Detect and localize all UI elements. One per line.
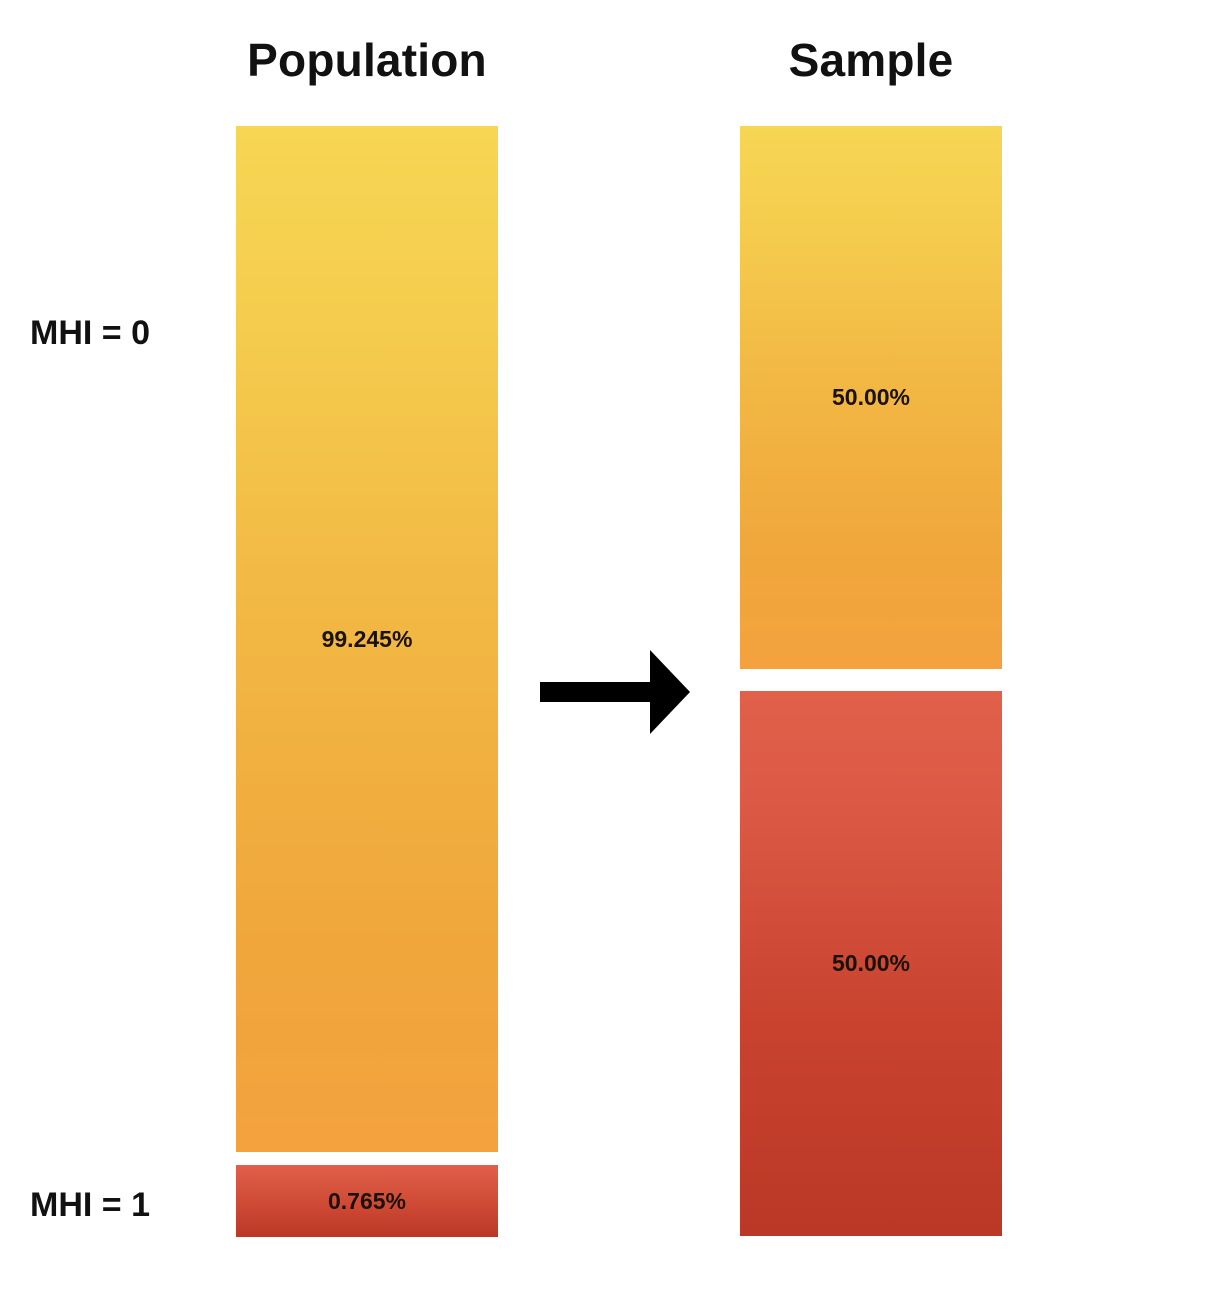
- row-label-mhi0: MHI = 0: [30, 314, 150, 352]
- sample-mhi1-bar: 50.00%: [740, 691, 1002, 1236]
- population-title: Population: [247, 34, 487, 86]
- sample-mhi0-bar: 50.00%: [740, 126, 1002, 669]
- right-arrow-icon: [540, 650, 690, 734]
- population-mhi0-label: 99.245%: [321, 625, 413, 652]
- population-mhi1-label: 0.765%: [327, 1187, 406, 1214]
- population-mhi1-bar: 0.765%: [236, 1165, 498, 1237]
- sample-title: Sample: [788, 34, 954, 86]
- sample-mhi0-label: 50.00%: [831, 384, 910, 410]
- population-mhi0-bar: 99.245%: [236, 126, 498, 1152]
- sample-mhi1-label: 50.00%: [831, 950, 910, 976]
- row-label-mhi1: MHI = 1: [30, 1186, 150, 1224]
